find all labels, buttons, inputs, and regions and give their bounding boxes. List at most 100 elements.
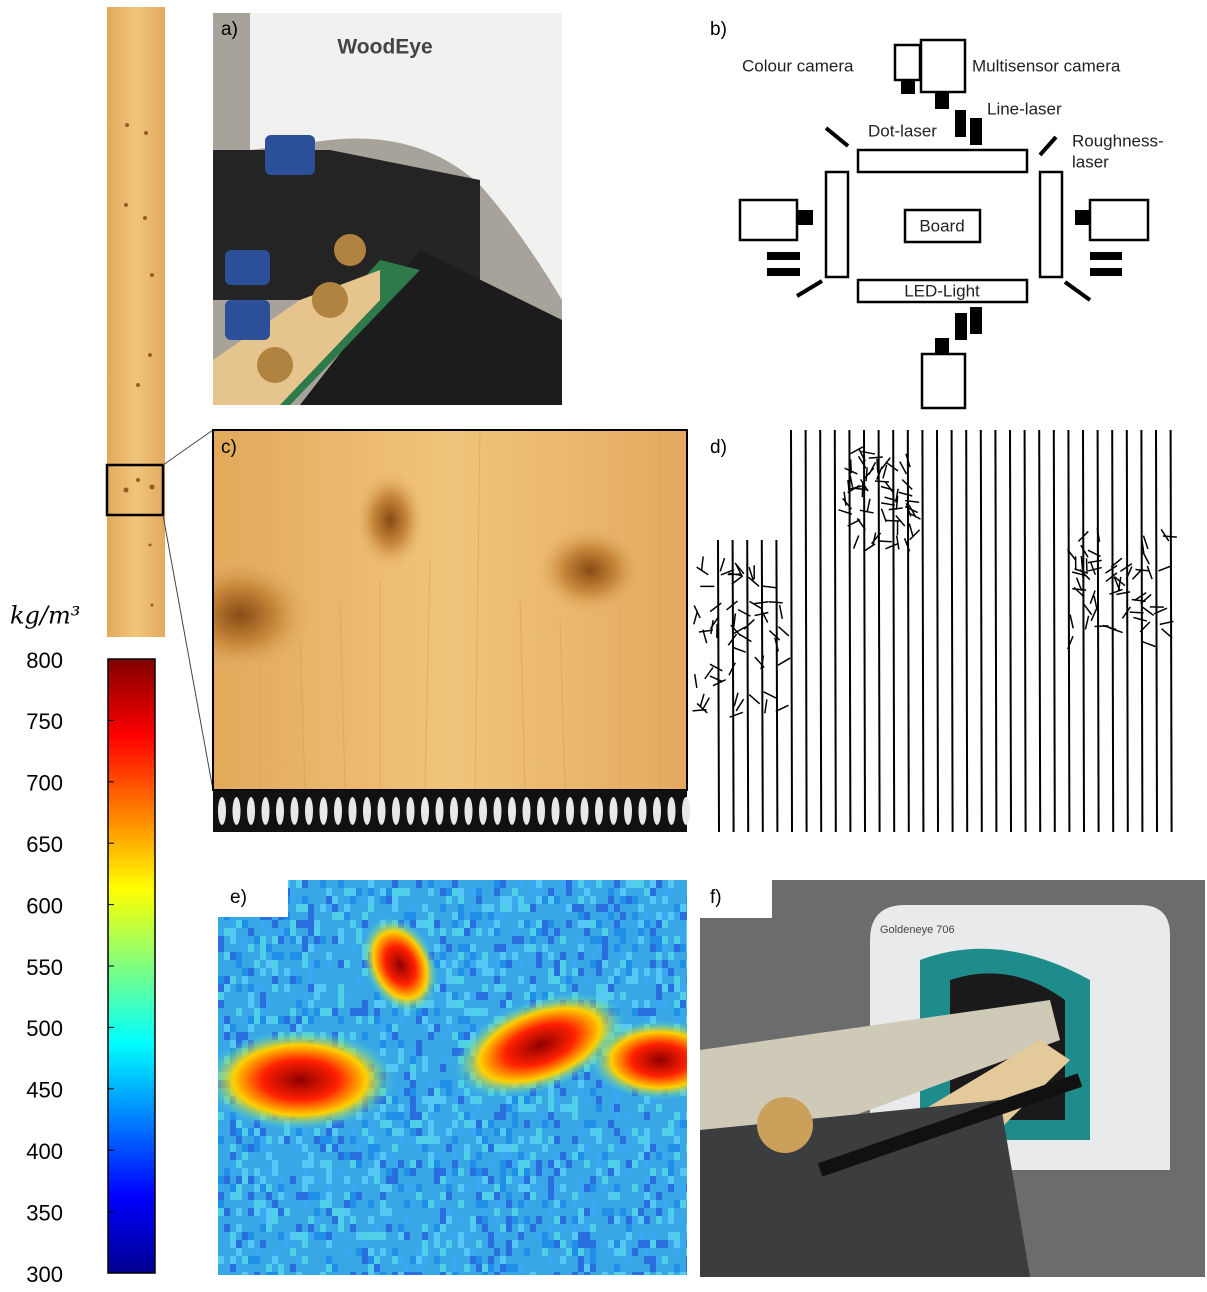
colorbar-tick-label: 800 bbox=[26, 648, 63, 673]
heat-cell bbox=[230, 1232, 236, 1240]
heat-cell bbox=[350, 1272, 356, 1280]
heat-cell bbox=[440, 888, 446, 896]
heat-cell bbox=[458, 1088, 464, 1096]
heat-cell bbox=[260, 992, 266, 1000]
fibre-tick bbox=[700, 694, 704, 707]
heat-cell bbox=[536, 1128, 542, 1136]
heat-cell bbox=[470, 1112, 476, 1120]
heat-cell bbox=[536, 1136, 542, 1144]
fibre-tick bbox=[763, 692, 776, 698]
board-strip bbox=[107, 7, 165, 637]
heat-cell bbox=[674, 1008, 680, 1016]
heat-cell bbox=[380, 1232, 386, 1240]
heat-cell bbox=[638, 928, 644, 936]
heat-cell bbox=[464, 1120, 470, 1128]
heat-cell bbox=[674, 1112, 680, 1120]
heat-cell bbox=[218, 896, 224, 904]
heat-cell bbox=[578, 1216, 584, 1224]
heat-cell bbox=[326, 1256, 332, 1264]
heat-cell bbox=[668, 1144, 674, 1152]
heat-cell bbox=[266, 1000, 272, 1008]
colorbar-tick-label: 350 bbox=[26, 1200, 63, 1225]
heat-cell bbox=[326, 1208, 332, 1216]
fibre-tick bbox=[695, 674, 697, 688]
laser-dot bbox=[494, 797, 502, 825]
heat-cell bbox=[470, 944, 476, 952]
heat-cell bbox=[452, 1160, 458, 1168]
heat-cell bbox=[278, 912, 284, 920]
heat-cell bbox=[374, 1016, 380, 1024]
heat-cell bbox=[284, 968, 290, 976]
heat-cell bbox=[524, 1192, 530, 1200]
heat-cell bbox=[230, 1144, 236, 1152]
heat-cell bbox=[428, 1032, 434, 1040]
heat-cell bbox=[368, 888, 374, 896]
fibre-tick bbox=[763, 586, 777, 588]
heat-cell bbox=[464, 1152, 470, 1160]
heat-cell bbox=[404, 912, 410, 920]
heat-cell bbox=[632, 920, 638, 928]
heat-cell bbox=[686, 1240, 692, 1248]
fibre-tick bbox=[1143, 536, 1147, 549]
heat-cell bbox=[632, 1008, 638, 1016]
heat-cell bbox=[446, 896, 452, 904]
heat-cell bbox=[446, 1088, 452, 1096]
heat-cell bbox=[362, 1136, 368, 1144]
heat-cell bbox=[506, 1144, 512, 1152]
heat-cell bbox=[398, 888, 404, 896]
heat-cell bbox=[410, 1136, 416, 1144]
heat-cell bbox=[590, 1088, 596, 1096]
heat-cell bbox=[422, 1096, 428, 1104]
heat-cell bbox=[248, 1176, 254, 1184]
heat-cell bbox=[356, 1160, 362, 1168]
heat-cell bbox=[494, 1144, 500, 1152]
heat-cell bbox=[500, 1168, 506, 1176]
heat-cell bbox=[242, 1272, 248, 1280]
heat-cell bbox=[680, 1120, 686, 1128]
heat-cell bbox=[392, 1128, 398, 1136]
laser-dot bbox=[436, 797, 444, 825]
heat-cell bbox=[398, 1128, 404, 1136]
heat-cell bbox=[416, 1160, 422, 1168]
heat-cell bbox=[644, 1272, 650, 1280]
heat-cell bbox=[320, 1232, 326, 1240]
heat-cell bbox=[428, 888, 434, 896]
heat-cell bbox=[230, 1128, 236, 1136]
heat-cell bbox=[482, 1144, 488, 1152]
heat-cell bbox=[416, 880, 422, 888]
heat-cell bbox=[674, 1200, 680, 1208]
heat-cell bbox=[416, 1136, 422, 1144]
fibre-tick bbox=[778, 658, 790, 665]
heat-cell bbox=[536, 960, 542, 968]
heat-cell bbox=[446, 1232, 452, 1240]
heat-cell bbox=[386, 1024, 392, 1032]
heat-cell bbox=[368, 1248, 374, 1256]
heat-cell bbox=[596, 920, 602, 928]
heat-cell bbox=[452, 1120, 458, 1128]
heat-cell bbox=[230, 1152, 236, 1160]
heat-cell bbox=[242, 1232, 248, 1240]
heat-cell bbox=[386, 1152, 392, 1160]
heat-cell bbox=[614, 1168, 620, 1176]
heat-cell bbox=[302, 896, 308, 904]
heat-cell bbox=[344, 992, 350, 1000]
fibre-tick bbox=[1081, 545, 1088, 557]
fibre-tick bbox=[733, 647, 746, 652]
heat-cell bbox=[302, 1016, 308, 1024]
heat-cell bbox=[494, 952, 500, 960]
heat-cell bbox=[434, 944, 440, 952]
heat-cell bbox=[590, 1264, 596, 1272]
heat-cell bbox=[512, 1144, 518, 1152]
heat-cell bbox=[398, 1040, 404, 1048]
fibre-tick bbox=[897, 536, 899, 550]
heat-cell bbox=[668, 1208, 674, 1216]
laser-dot bbox=[610, 797, 618, 825]
heat-cell bbox=[440, 976, 446, 984]
heat-cell bbox=[650, 1256, 656, 1264]
heat-cell bbox=[356, 976, 362, 984]
heat-cell bbox=[656, 1192, 662, 1200]
heat-cell bbox=[236, 1192, 242, 1200]
heat-cell bbox=[668, 880, 674, 888]
heat-cell bbox=[524, 1160, 530, 1168]
heat-cell bbox=[518, 1184, 524, 1192]
